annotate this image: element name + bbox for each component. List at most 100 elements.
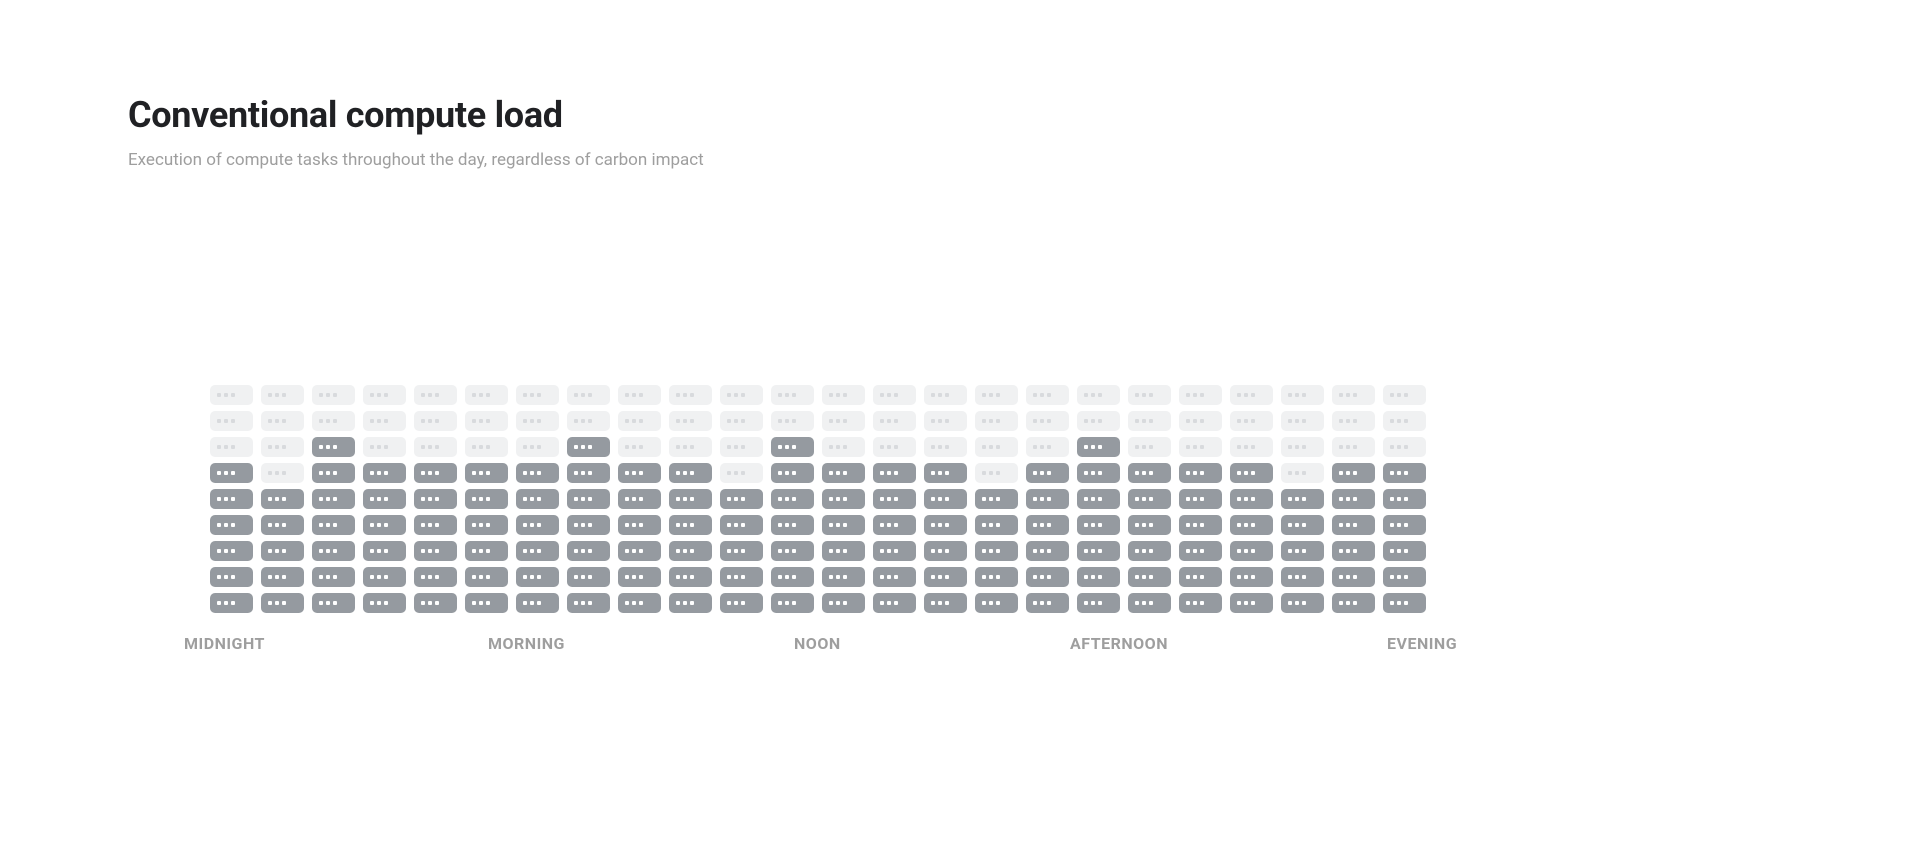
compute-task-cell: [210, 411, 253, 431]
compute-task-cell: [924, 489, 967, 509]
cell-dots-icon: [1135, 523, 1153, 527]
compute-task-cell: [822, 385, 865, 405]
chart-row: [210, 489, 1432, 509]
compute-task-cell: [414, 567, 457, 587]
cell-dots-icon: [880, 575, 898, 579]
compute-task-cell: [567, 411, 610, 431]
cell-dots-icon: [1339, 497, 1357, 501]
cell-dots-icon: [778, 393, 796, 397]
compute-task-cell: [363, 567, 406, 587]
cell-dots-icon: [931, 575, 949, 579]
compute-task-cell: [669, 567, 712, 587]
compute-task-cell: [1128, 593, 1171, 613]
cell-dots-icon: [1339, 601, 1357, 605]
cell-dots-icon: [1288, 549, 1306, 553]
compute-task-cell: [363, 463, 406, 483]
cell-dots-icon: [778, 575, 796, 579]
cell-dots-icon: [574, 471, 592, 475]
compute-task-cell: [1026, 541, 1069, 561]
cell-dots-icon: [676, 497, 694, 501]
compute-task-cell: [1332, 567, 1375, 587]
compute-task-cell: [1332, 411, 1375, 431]
compute-task-cell: [771, 567, 814, 587]
cell-dots-icon: [880, 497, 898, 501]
compute-task-cell: [261, 541, 304, 561]
cell-dots-icon: [880, 523, 898, 527]
compute-task-cell: [771, 593, 814, 613]
cell-dots-icon: [1033, 497, 1051, 501]
cell-dots-icon: [268, 419, 286, 423]
compute-task-cell: [1179, 567, 1222, 587]
cell-dots-icon: [727, 575, 745, 579]
compute-task-cell: [465, 411, 508, 431]
compute-task-cell: [1281, 489, 1324, 509]
cell-dots-icon: [1237, 445, 1255, 449]
compute-task-cell: [1077, 567, 1120, 587]
compute-task-cell: [924, 385, 967, 405]
compute-task-cell: [1077, 489, 1120, 509]
cell-dots-icon: [676, 523, 694, 527]
cell-dots-icon: [574, 601, 592, 605]
compute-task-cell: [1179, 411, 1222, 431]
cell-dots-icon: [268, 575, 286, 579]
cell-dots-icon: [421, 419, 439, 423]
compute-task-cell: [1128, 489, 1171, 509]
cell-dots-icon: [319, 419, 337, 423]
compute-task-cell: [1281, 463, 1324, 483]
cell-dots-icon: [829, 549, 847, 553]
compute-task-cell: [516, 489, 559, 509]
cell-dots-icon: [268, 445, 286, 449]
compute-task-cell: [1332, 437, 1375, 457]
cell-dots-icon: [1135, 497, 1153, 501]
header: Conventional compute load Execution of c…: [128, 94, 1458, 170]
cell-dots-icon: [1288, 471, 1306, 475]
cell-dots-icon: [472, 419, 490, 423]
cell-dots-icon: [268, 601, 286, 605]
chart-row: [210, 593, 1432, 613]
compute-task-cell: [1281, 385, 1324, 405]
chart-row: [210, 437, 1432, 457]
cell-dots-icon: [370, 575, 388, 579]
axis-label: MIDNIGHT: [184, 634, 265, 653]
cell-dots-icon: [421, 497, 439, 501]
compute-task-cell: [363, 489, 406, 509]
compute-task-cell: [1077, 411, 1120, 431]
compute-task-cell: [414, 463, 457, 483]
compute-task-cell: [1281, 515, 1324, 535]
cell-dots-icon: [880, 471, 898, 475]
compute-task-cell: [261, 411, 304, 431]
compute-task-cell: [210, 541, 253, 561]
cell-dots-icon: [1033, 419, 1051, 423]
compute-task-cell: [261, 489, 304, 509]
cell-dots-icon: [1084, 601, 1102, 605]
cell-dots-icon: [523, 471, 541, 475]
compute-task-cell: [669, 489, 712, 509]
cell-dots-icon: [1186, 445, 1204, 449]
compute-task-cell: [975, 463, 1018, 483]
compute-task-cell: [414, 515, 457, 535]
cell-dots-icon: [370, 601, 388, 605]
cell-dots-icon: [1339, 523, 1357, 527]
compute-task-cell: [261, 463, 304, 483]
cell-dots-icon: [1135, 575, 1153, 579]
cell-dots-icon: [778, 471, 796, 475]
cell-dots-icon: [472, 523, 490, 527]
cell-dots-icon: [625, 419, 643, 423]
compute-task-cell: [363, 385, 406, 405]
cell-dots-icon: [1084, 497, 1102, 501]
cell-dots-icon: [829, 497, 847, 501]
compute-task-cell: [822, 567, 865, 587]
cell-dots-icon: [217, 445, 235, 449]
compute-task-cell: [312, 489, 355, 509]
compute-task-cell: [618, 593, 661, 613]
cell-dots-icon: [1390, 393, 1408, 397]
compute-task-cell: [210, 385, 253, 405]
compute-task-cell: [924, 437, 967, 457]
compute-task-cell: [414, 489, 457, 509]
cell-dots-icon: [217, 393, 235, 397]
compute-task-cell: [771, 385, 814, 405]
cell-dots-icon: [982, 575, 1000, 579]
cell-dots-icon: [1237, 497, 1255, 501]
cell-dots-icon: [1390, 419, 1408, 423]
compute-task-cell: [363, 411, 406, 431]
